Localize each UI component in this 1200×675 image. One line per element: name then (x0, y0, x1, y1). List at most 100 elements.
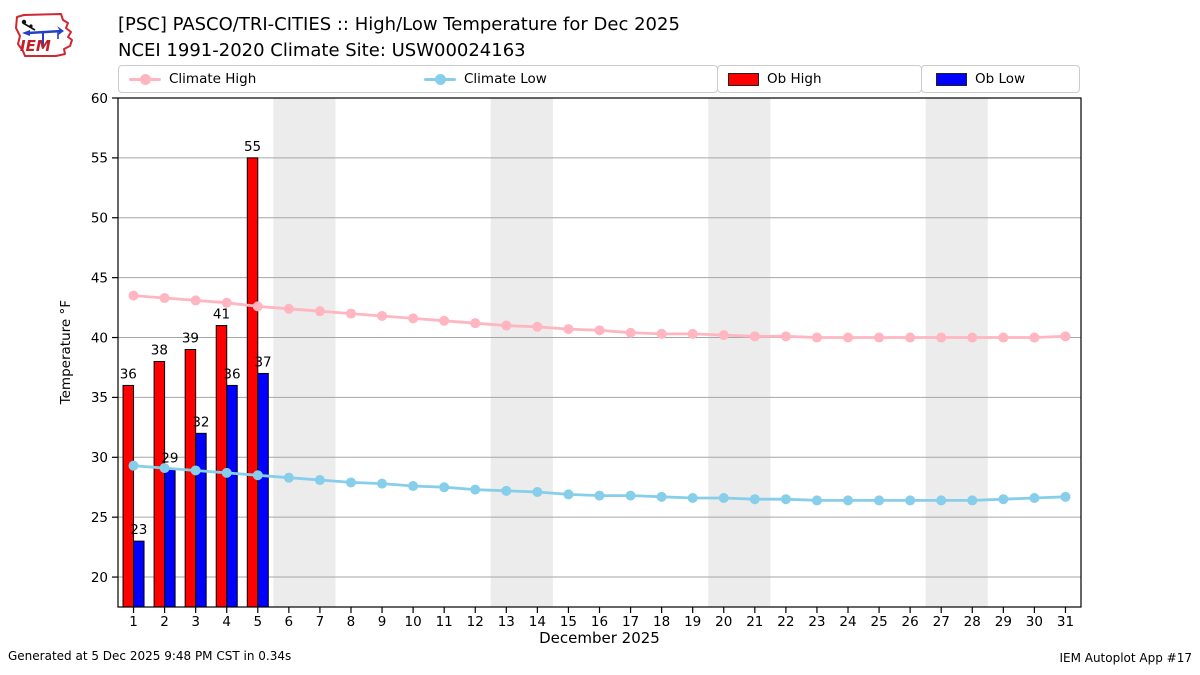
climate-high-point (159, 293, 170, 304)
ob-low-swatch (936, 72, 967, 86)
climate-low-line-marker (424, 72, 456, 86)
climate-high-line-marker (129, 72, 161, 86)
climate-low-point (221, 467, 232, 478)
y-tick-label: 40 (91, 330, 108, 346)
y-axis-title: Temperature °F (58, 300, 74, 405)
weathervane-icon (21, 19, 64, 46)
climate-low-point (1029, 493, 1040, 504)
climate-high-point (1060, 331, 1071, 342)
y-tick-label: 30 (91, 450, 108, 466)
weekend-band (925, 98, 988, 607)
legend-label-climate-high: Climate High (169, 71, 257, 87)
x-tick-label: 15 (560, 614, 577, 630)
climate-high-point (563, 324, 574, 335)
x-tick-label: 17 (622, 614, 639, 630)
climate-high-point (1029, 332, 1040, 343)
climate-low-point (594, 490, 605, 501)
x-tick-label: 8 (347, 614, 356, 630)
chart-subtitle: NCEI 1991-2020 Climate Site: USW00024163 (118, 40, 526, 61)
climate-high-point (252, 301, 263, 312)
climate-high-point (905, 332, 916, 343)
climate-low-point (470, 484, 481, 495)
x-tick-label: 29 (995, 614, 1012, 630)
y-tick-label: 20 (91, 570, 108, 586)
climate-high-point (377, 310, 388, 321)
x-tick-label: 21 (746, 614, 763, 630)
ob-low-bar (257, 372, 269, 608)
climate-low-point (345, 477, 356, 488)
x-tick-label: 30 (1026, 614, 1043, 630)
bar-value-label: 37 (254, 354, 271, 370)
x-tick-label: 9 (378, 614, 387, 630)
climate-high-point (408, 313, 419, 324)
y-tick-label: 25 (91, 510, 108, 526)
climate-low-point (501, 485, 512, 496)
iem-logo-text: IEM (20, 37, 51, 55)
x-tick-label: 6 (285, 614, 294, 630)
climate-low-point (190, 465, 201, 476)
x-tick-label: 10 (405, 614, 422, 630)
y-tick-label: 45 (91, 270, 108, 286)
climate-high-point (470, 318, 481, 329)
y-tick-label: 60 (91, 91, 108, 107)
x-tick-label: 5 (253, 614, 262, 630)
x-tick-label: 18 (653, 614, 670, 630)
climate-low-point (625, 490, 636, 501)
climate-high-point (749, 331, 760, 342)
ob-low-bar (195, 432, 207, 608)
x-tick-label: 3 (191, 614, 200, 630)
x-tick-label: 23 (808, 614, 825, 630)
climate-low-point (967, 495, 978, 506)
climate-high-point (811, 332, 822, 343)
y-tick-label: 50 (91, 211, 108, 227)
climate-high-point (998, 332, 1009, 343)
climate-low-point (1060, 491, 1071, 502)
climate-high-point (190, 295, 201, 306)
climate-low-point (936, 495, 947, 506)
app-credit: IEM Autoplot App #17 (1059, 651, 1192, 665)
climate-low-point (159, 463, 170, 474)
climate-high-point (532, 321, 543, 332)
weekend-band (490, 98, 553, 607)
x-tick-label: 1 (129, 614, 138, 630)
x-tick-label: 2 (160, 614, 169, 630)
bar-value-label: 29 (161, 450, 178, 466)
climate-high-point (718, 330, 729, 341)
ob-high-swatch (728, 72, 759, 86)
weekend-band (273, 98, 336, 607)
x-tick-label: 12 (467, 614, 484, 630)
climate-low-point (314, 475, 325, 486)
x-tick-label: 19 (684, 614, 701, 630)
climate-low-point (563, 489, 574, 500)
climate-low-point (252, 470, 263, 481)
legend-label-ob-high: Ob High (767, 71, 822, 87)
climate-high-point (843, 332, 854, 343)
x-tick-label: 24 (839, 614, 856, 630)
x-tick-label: 28 (964, 614, 981, 630)
bar-value-label: 39 (182, 331, 199, 347)
climate-high-point (656, 328, 667, 339)
x-tick-label: 13 (498, 614, 515, 630)
climate-high-point (874, 332, 885, 343)
climate-low-point (656, 491, 667, 502)
x-tick-label: 14 (529, 614, 546, 630)
legend-entry-ob-high: Ob High (728, 66, 822, 92)
chart-title: [PSC] PASCO/TRI-CITIES :: High/Low Tempe… (118, 14, 680, 35)
climate-high-point (439, 315, 450, 326)
climate-high-point (594, 325, 605, 336)
climate-low-point (532, 487, 543, 498)
weekend-band (708, 98, 771, 607)
climate-high-point (345, 308, 356, 319)
climate-low-point (283, 472, 294, 483)
ob-high-bar (246, 157, 259, 608)
ob-low-bar (164, 468, 176, 608)
climate-low-point (718, 493, 729, 504)
bar-value-label: 38 (151, 342, 168, 358)
climate-low-point (377, 478, 388, 489)
ob-high-bar (153, 360, 166, 608)
climate-low-point (874, 495, 885, 506)
bar-value-label: 36 (223, 366, 240, 382)
ob-high-bar (184, 349, 197, 608)
x-tick-label: 16 (591, 614, 608, 630)
